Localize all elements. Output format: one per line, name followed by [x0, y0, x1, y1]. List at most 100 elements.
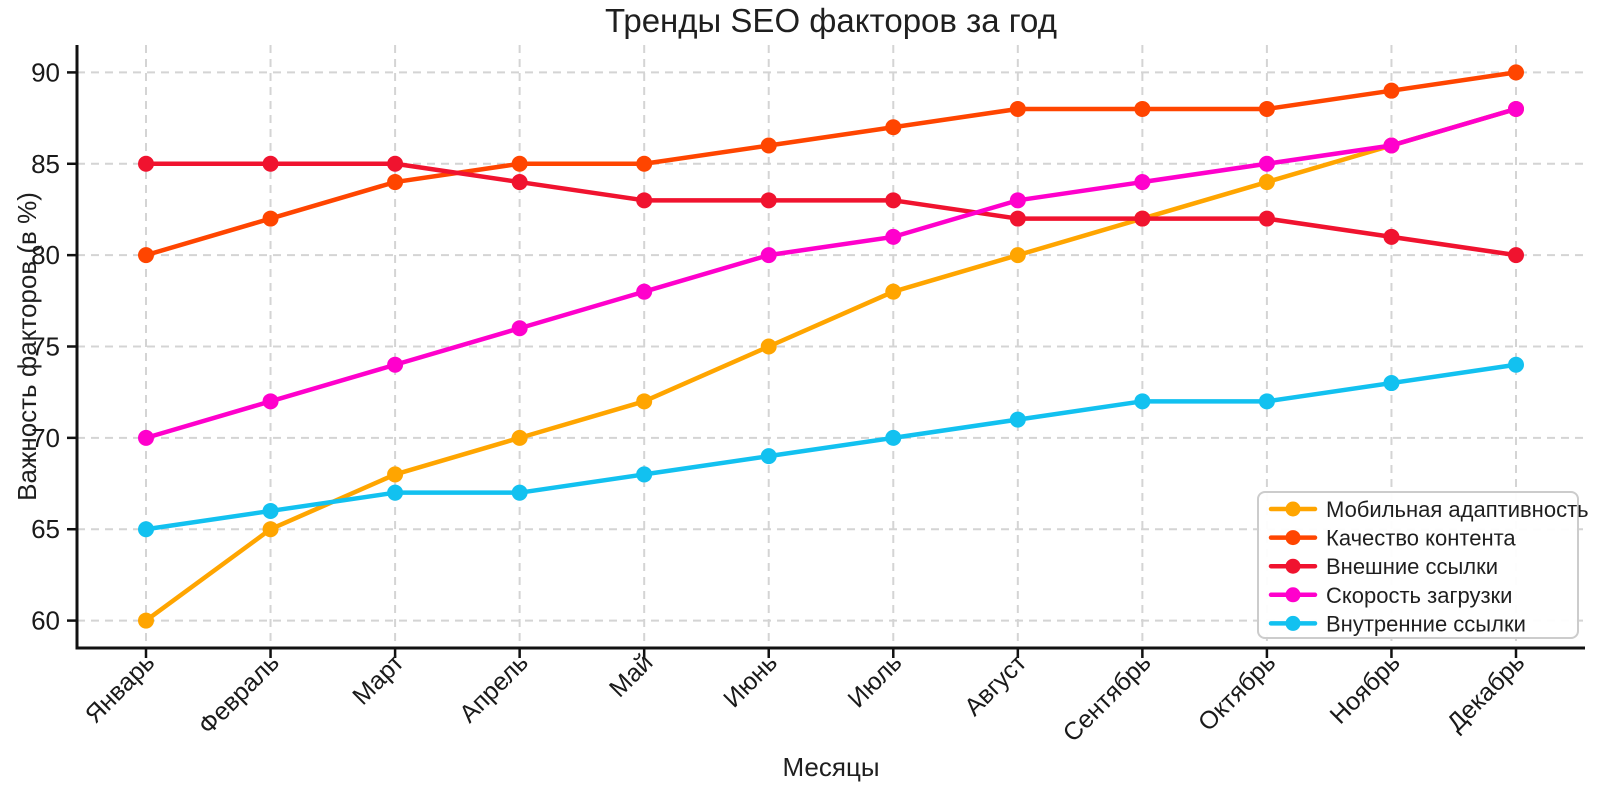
x-tick-label: Август: [959, 648, 1032, 721]
data-point: [885, 429, 902, 446]
data-point: [262, 210, 279, 227]
y-tick-label: 70: [31, 423, 60, 453]
legend-item: Внешние ссылки: [1268, 554, 1498, 579]
data-point: [387, 174, 404, 191]
data-point: [387, 356, 404, 373]
legend-item: Качество контента: [1268, 526, 1516, 551]
data-point: [636, 192, 653, 209]
data-point: [1383, 375, 1400, 392]
data-point: [1258, 210, 1275, 227]
data-point: [760, 448, 777, 465]
data-point: [387, 466, 404, 483]
data-point: [760, 338, 777, 355]
data-point: [511, 429, 528, 446]
legend-item-label: Качество контента: [1326, 526, 1516, 551]
data-point: [1009, 100, 1026, 117]
legend-marker: [1285, 558, 1301, 574]
data-point: [262, 502, 279, 519]
data-point: [636, 393, 653, 410]
x-tick-label: Май: [604, 648, 658, 702]
data-point: [636, 283, 653, 300]
data-point: [1508, 356, 1524, 373]
data-point: [1508, 247, 1524, 264]
data-point: [760, 192, 777, 209]
data-point: [1009, 247, 1026, 264]
x-tick-label: Июль: [843, 648, 908, 713]
data-point: [138, 521, 154, 538]
y-tick-label: 75: [31, 332, 60, 362]
data-point: [262, 393, 279, 410]
x-tick-label: Сентябрь: [1058, 648, 1157, 747]
data-point: [1508, 100, 1524, 117]
series-line-4: [143, 362, 1519, 532]
x-axis-label: Месяцы: [782, 752, 880, 782]
legend-marker: [1285, 501, 1301, 517]
data-point: [636, 466, 653, 483]
data-point: [760, 137, 777, 154]
legend-box: [1257, 491, 1579, 639]
y-tick-label: 60: [31, 606, 60, 636]
data-point: [1258, 174, 1275, 191]
data-point: [1383, 228, 1400, 245]
y-tick-label: 85: [31, 149, 60, 179]
data-point: [1258, 100, 1275, 117]
legend-marker: [1285, 530, 1301, 546]
data-point: [262, 155, 279, 172]
x-tick-label: Январь: [80, 648, 160, 728]
legend-marker: [1285, 587, 1301, 603]
data-point: [511, 174, 528, 191]
y-tick-label: 80: [31, 240, 60, 270]
data-point: [1134, 174, 1151, 191]
y-axis-label: Важность факторов (в %): [12, 192, 42, 501]
data-point: [511, 155, 528, 172]
data-point: [885, 192, 902, 209]
legend-item-label: Внешние ссылки: [1326, 554, 1498, 579]
x-tick-label: Октябрь: [1193, 648, 1281, 736]
series-line-3: [143, 106, 1519, 441]
x-tick-label: Июнь: [718, 648, 783, 713]
y-tick-label: 65: [31, 514, 60, 544]
x-tick-label: Апрель: [454, 648, 534, 728]
data-point: [1383, 82, 1400, 99]
data-point: [138, 247, 154, 264]
series-line-1: [143, 70, 1519, 258]
data-point: [1009, 411, 1026, 428]
data-point: [138, 155, 154, 172]
data-point: [760, 247, 777, 264]
data-point: [262, 521, 279, 538]
data-point: [1009, 210, 1026, 227]
y-tick-label: 90: [31, 57, 60, 87]
legend-item-label: Внутренние ссылки: [1326, 611, 1526, 636]
data-point: [885, 119, 902, 136]
data-point: [387, 484, 404, 501]
x-tick-label: Декабрь: [1442, 648, 1531, 737]
data-point: [1508, 64, 1524, 81]
data-point: [511, 484, 528, 501]
data-point: [387, 155, 404, 172]
data-point: [138, 429, 154, 446]
data-point: [1258, 155, 1275, 172]
data-point: [885, 283, 902, 300]
series-line-0: [143, 106, 1519, 623]
legend-item: Мобильная адаптивность: [1268, 497, 1589, 522]
data-point: [511, 320, 528, 337]
legend: Мобильная адаптивность Качество контента В…: [1257, 491, 1589, 639]
data-point: [1134, 210, 1151, 227]
chart-title: Тренды SEO факторов за год: [605, 2, 1057, 39]
legend-item: Внутренние ссылки: [1268, 611, 1526, 636]
data-point: [1009, 192, 1026, 209]
x-tick-label: Март: [347, 648, 409, 710]
data-point: [885, 228, 902, 245]
legend-item-label: Скорость загрузки: [1326, 583, 1512, 608]
legend-item-label: Мобильная адаптивность: [1326, 497, 1589, 522]
legend-item: Скорость загрузки: [1268, 583, 1512, 608]
data-point: [1134, 393, 1151, 410]
data-point: [1258, 393, 1275, 410]
data-point: [1134, 100, 1151, 117]
x-tick-label: Ноябрь: [1325, 648, 1406, 729]
series-line-2: [143, 161, 1519, 258]
x-tick-label: Февраль: [193, 648, 285, 740]
